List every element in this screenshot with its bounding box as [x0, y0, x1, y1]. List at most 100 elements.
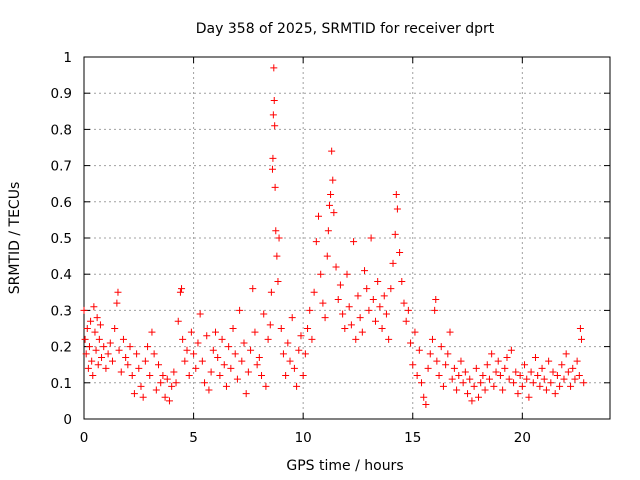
data-point [345, 303, 353, 311]
data-point [409, 361, 417, 369]
data-point [505, 375, 513, 383]
data-point [385, 335, 393, 343]
data-point [329, 176, 337, 184]
data-point [332, 263, 340, 271]
data-point [350, 238, 358, 246]
data-point [538, 364, 546, 372]
data-point [106, 339, 114, 347]
data-point [387, 285, 395, 293]
data-point [450, 364, 458, 372]
data-point [547, 379, 555, 387]
data-point [352, 335, 360, 343]
data-point [392, 191, 400, 199]
data-point [244, 368, 252, 376]
data-point [393, 205, 401, 213]
data-point [220, 361, 228, 369]
data-point [556, 382, 564, 390]
data-point [196, 310, 204, 318]
data-point [564, 368, 572, 376]
data-point [472, 364, 480, 372]
x-tick-label: 0 [80, 430, 89, 446]
data-point [128, 372, 136, 380]
data-point [272, 227, 280, 235]
data-point [376, 303, 384, 311]
data-point [363, 285, 371, 293]
data-point [418, 379, 426, 387]
data-point [168, 382, 176, 390]
data-point [299, 372, 307, 380]
data-point [80, 306, 88, 314]
data-point [179, 335, 187, 343]
data-point [284, 339, 292, 347]
data-point [446, 328, 454, 336]
data-point [488, 350, 496, 358]
data-point [133, 350, 141, 358]
data-point [165, 397, 173, 405]
data-point [466, 375, 474, 383]
data-point [431, 306, 439, 314]
data-point [334, 296, 342, 304]
data-point [231, 350, 239, 358]
data-point [361, 267, 369, 275]
data-point [96, 321, 104, 329]
data-point [108, 357, 116, 365]
data-point [124, 361, 132, 369]
data-point [315, 212, 323, 220]
data-point [113, 299, 121, 307]
data-point [415, 346, 423, 354]
data-point [185, 372, 193, 380]
data-point [266, 321, 274, 329]
data-point [290, 364, 298, 372]
data-point [439, 382, 447, 390]
data-point [499, 386, 507, 394]
data-point [163, 375, 171, 383]
data-point [126, 343, 134, 351]
data-point [203, 332, 211, 340]
x-axis-label: GPS time / hours [286, 458, 403, 474]
data-point [356, 314, 364, 322]
data-point [264, 335, 272, 343]
data-point [459, 379, 467, 387]
data-point [367, 234, 375, 242]
data-point [477, 379, 485, 387]
data-point [295, 346, 303, 354]
data-point [503, 353, 511, 361]
data-point [247, 346, 255, 354]
data-point [540, 375, 548, 383]
data-point [494, 357, 502, 365]
data-point [354, 292, 362, 300]
y-tick-label: 0.7 [51, 159, 72, 175]
data-point [187, 328, 195, 336]
data-point [580, 379, 588, 387]
data-point [553, 372, 561, 380]
data-point [207, 368, 215, 376]
data-point [119, 335, 127, 343]
data-point [227, 364, 235, 372]
data-point [312, 238, 320, 246]
data-point [157, 379, 165, 387]
data-point [424, 364, 432, 372]
data-point [144, 343, 152, 351]
data-point [117, 368, 125, 376]
grid-lines [84, 57, 610, 419]
data-point [411, 328, 419, 336]
data-point [87, 317, 95, 325]
data-point [286, 357, 294, 365]
data-point [558, 361, 566, 369]
data-point [324, 227, 332, 235]
data-point [531, 353, 539, 361]
x-tick-label: 5 [189, 430, 198, 446]
data-point [549, 368, 557, 376]
data-point [378, 325, 386, 332]
data-point [398, 277, 406, 285]
data-point [178, 285, 186, 293]
data-point [369, 296, 377, 304]
data-point [521, 361, 529, 369]
data-point [319, 299, 327, 307]
data-point [518, 382, 526, 390]
data-point [468, 397, 476, 405]
data-point [575, 372, 583, 380]
data-point [83, 325, 91, 332]
data-point [492, 368, 500, 376]
data-point [176, 288, 184, 296]
